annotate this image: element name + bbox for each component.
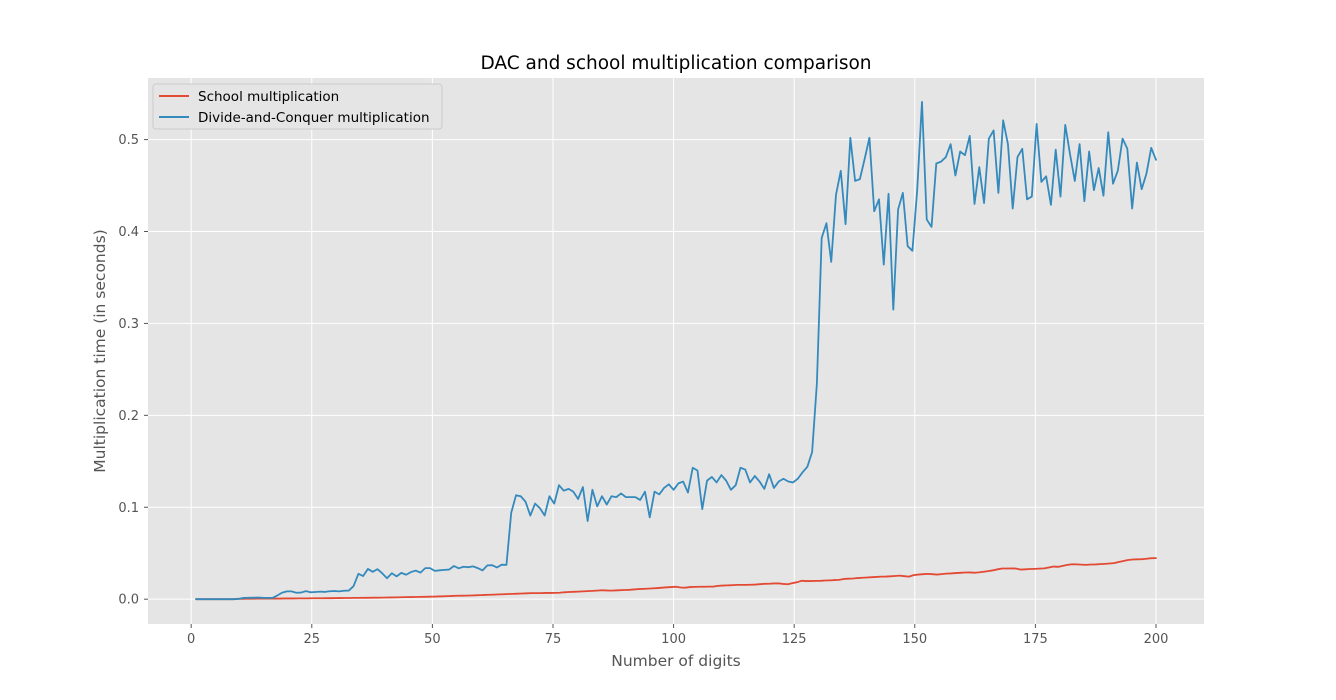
grid [148, 78, 1204, 624]
x-tick-label: 50 [424, 632, 441, 647]
plot-area [148, 78, 1204, 624]
x-tick-label: 200 [1144, 632, 1169, 647]
legend: School multiplication Divide-and-Conquer… [152, 83, 443, 130]
x-tick-label: 100 [661, 632, 686, 647]
x-tick-label: 125 [782, 632, 807, 647]
x-tick-label: 175 [1023, 632, 1048, 647]
y-tick-label: 0.0 [118, 593, 139, 608]
x-tick-label: 150 [902, 632, 927, 647]
chart-title: DAC and school multiplication comparison [480, 53, 871, 74]
y-tick-label: 0.5 [118, 133, 139, 148]
x-axis-label: Number of digits [611, 652, 741, 670]
y-tick-label: 0.2 [118, 409, 139, 424]
series-layer [195, 101, 1157, 601]
legend-label-school: School multiplication [198, 89, 339, 105]
legend-box [152, 83, 443, 130]
y-tick-label: 0.1 [118, 501, 139, 516]
series-line-school [195, 557, 1157, 601]
x-tick-label: 75 [545, 632, 562, 647]
x-tick-label: 25 [304, 632, 321, 647]
series-line-dac [195, 101, 1157, 601]
y-tick-label: 0.3 [118, 317, 139, 332]
legend-label-dac: Divide-and-Conquer multiplication [198, 110, 430, 126]
y-axis-label: Multiplication time (in seconds) [91, 229, 109, 472]
y-tick-label: 0.4 [118, 225, 139, 240]
ticks: 0 25 50 75 100 125 150 175 200 0.0 0.1 0.2 0.3 0.4 0.5 [118, 133, 1168, 647]
x-tick-label: 0 [187, 632, 195, 647]
